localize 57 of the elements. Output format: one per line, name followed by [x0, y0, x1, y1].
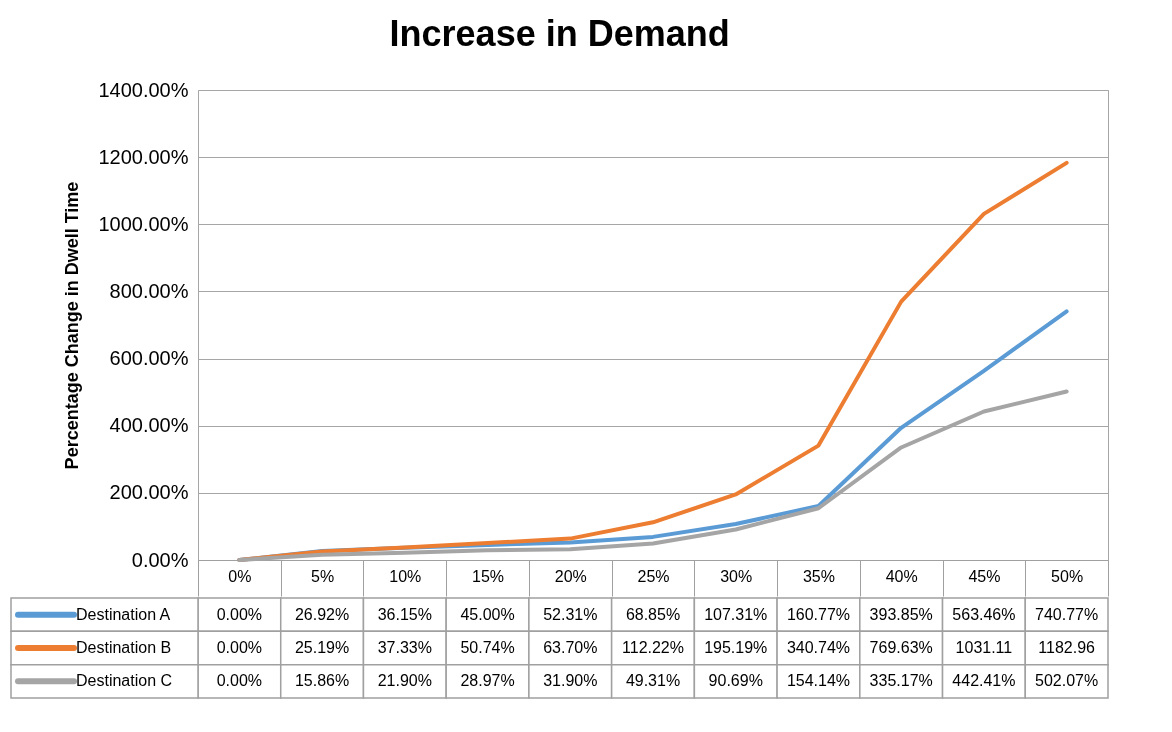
y-tick-label: 200.00%: [109, 481, 189, 504]
y-tick-label: 400.00%: [109, 414, 189, 437]
data-label: 0.00%: [216, 605, 263, 623]
x-tick-label: 50%: [1051, 567, 1084, 585]
legend-label: Destination B: [76, 639, 172, 656]
data-label: 28.97%: [460, 672, 515, 690]
legend-label: Destination C: [76, 672, 173, 690]
data-label: 36.15%: [377, 605, 432, 623]
data-label: 49.31%: [625, 672, 681, 690]
x-tick-label: 25%: [637, 567, 670, 585]
x-tick-label: 35%: [802, 567, 835, 585]
data-label: 1182.96: [1038, 639, 1096, 656]
data-label: 21.90%: [377, 672, 432, 690]
data-label: 37.33%: [377, 639, 432, 656]
x-tick-label: 10%: [389, 567, 422, 585]
data-label: 154.14%: [786, 672, 851, 690]
data-label: 393.85%: [869, 605, 933, 623]
x-tick-label: 30%: [720, 567, 753, 585]
data-label: 90.69%: [708, 672, 763, 690]
x-tick-label: 0%: [228, 567, 252, 585]
data-label: 15.86%: [294, 672, 350, 690]
x-tick-label: 20%: [554, 567, 587, 585]
y-tick-label: 1200.00%: [98, 145, 189, 168]
legend-label: Destination A: [76, 605, 171, 623]
data-label: 1031.11: [955, 639, 1013, 656]
data-label: 740.77%: [1035, 605, 1099, 623]
x-tick-label: 45%: [968, 567, 1001, 585]
data-label: 335.17%: [869, 672, 933, 690]
data-label: 769.63%: [869, 639, 933, 656]
data-label: 112.22%: [622, 639, 684, 656]
y-axis-title: Percentage Change in Dwell Time: [62, 181, 83, 470]
data-label: 45.00%: [460, 605, 515, 623]
data-label: 195.19%: [704, 639, 768, 656]
data-label: 442.41%: [952, 672, 1016, 690]
y-tick-label: 1000.00%: [98, 212, 189, 235]
data-label: 25.19%: [294, 639, 350, 656]
chart-title: Increase in Demand: [389, 12, 730, 54]
data-label: 63.70%: [543, 639, 598, 656]
x-tick-label: 40%: [885, 567, 918, 585]
y-tick-label: 1400.00%: [98, 78, 189, 101]
data-label: 563.46%: [952, 605, 1016, 623]
y-tick-label: 800.00%: [109, 279, 189, 302]
data-label: 340.74%: [786, 639, 851, 656]
data-label: 107.31%: [704, 605, 768, 623]
y-tick-label: 0.00%: [131, 548, 189, 571]
data-label: 31.90%: [543, 672, 598, 690]
data-label: 502.07%: [1035, 672, 1099, 690]
data-label: 50.74%: [460, 639, 515, 656]
data-label: 160.77%: [786, 605, 851, 623]
y-tick-label: 600.00%: [109, 347, 189, 370]
data-label: 52.31%: [543, 605, 598, 623]
data-label: 68.85%: [625, 605, 681, 623]
data-label: 26.92%: [294, 605, 350, 623]
x-tick-label: 5%: [311, 567, 335, 585]
x-tick-label: 15%: [472, 567, 505, 585]
data-label: 0.00%: [216, 672, 263, 690]
data-label: 0.00%: [216, 639, 263, 656]
